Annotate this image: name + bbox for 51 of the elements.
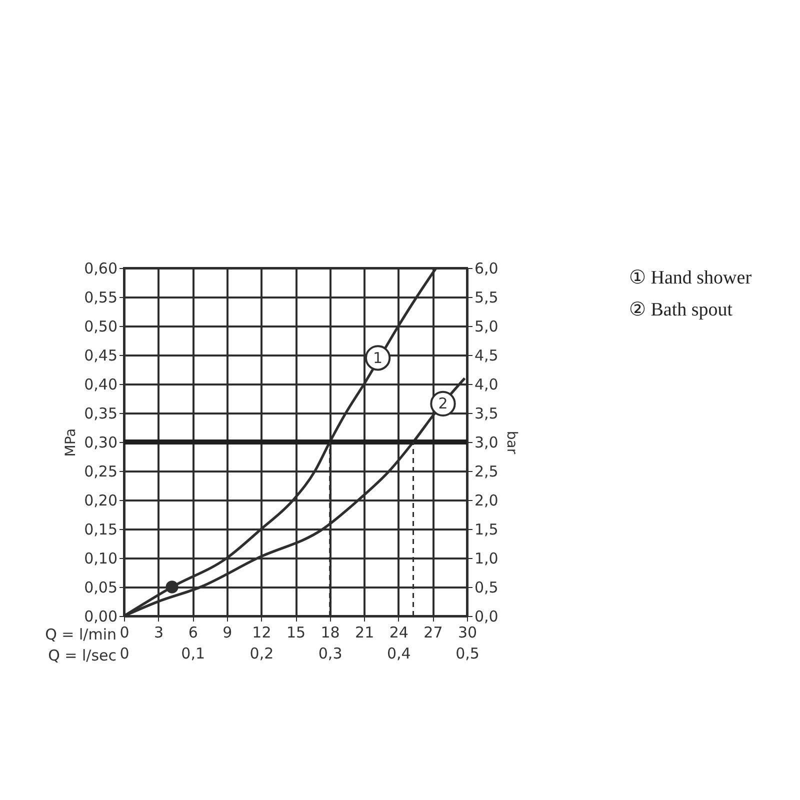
y-tick-label: 0,30	[84, 434, 118, 452]
x-axis-title: Q = l/min	[45, 626, 116, 644]
annotation: 1	[373, 348, 383, 367]
x-tick-label: 24	[389, 624, 408, 642]
x-tick-label: 30	[458, 624, 478, 642]
x-tick-label: 0	[120, 624, 130, 642]
y-tick-label: 0,00	[84, 608, 118, 626]
x2-tick-label: 0	[120, 644, 130, 662]
x-tick-label: 18	[320, 624, 340, 642]
x-tick-label: 15	[286, 624, 306, 642]
y-tick-label: 0,55	[84, 288, 118, 306]
x-tick-label: 27	[424, 624, 443, 642]
x-tick-label: 12	[252, 624, 272, 642]
text: ① Hand shower	[629, 268, 752, 288]
x2-axis-title: Q = l/sec	[48, 646, 116, 664]
y2-tick-label: 1,0	[474, 550, 498, 568]
x-tick-label: 6	[188, 624, 198, 642]
y-tick-label: 0,05	[84, 578, 118, 596]
y2-tick-label: 3,0	[474, 434, 498, 452]
y-tick-label: 0,20	[84, 492, 118, 510]
y2-tick-label: 3,5	[474, 404, 498, 422]
y-tick-label: 0,10	[84, 550, 118, 568]
x-tick-label: 21	[355, 624, 374, 642]
y-tick-label: 0,60	[84, 260, 118, 278]
y-tick-label: 0,50	[84, 318, 118, 336]
y-tick-label: 0,25	[84, 462, 118, 480]
y-tick-label: 0,15	[84, 520, 118, 538]
x2-tick-label: 0,5	[456, 644, 480, 662]
text: ② Bath spout	[629, 300, 734, 320]
y2-tick-label: 2,0	[474, 492, 498, 510]
y-tick-label: 0,35	[84, 404, 118, 422]
y2-tick-label: 4,0	[474, 376, 498, 394]
y2-tick-label: 0,5	[474, 578, 498, 596]
y2-tick-label: 4,5	[474, 346, 498, 364]
x-tick-label: 9	[222, 624, 232, 642]
x2-tick-label: 0,1	[181, 644, 206, 662]
annotation: 2	[438, 394, 448, 413]
y-tick-label: 0,40	[84, 376, 118, 394]
y-axis-title: MPa	[63, 428, 80, 457]
y-tick-label: 0,45	[84, 346, 118, 364]
x2-tick-label: 0,2	[250, 644, 274, 662]
y2-tick-label: 5,5	[474, 288, 498, 306]
y2-tick-label: 0,0	[474, 608, 498, 626]
y2-tick-label: 5,0	[474, 318, 498, 336]
x-tick-label: 3	[154, 624, 164, 642]
y2-axis-title: bar	[503, 430, 520, 454]
x2-tick-label: 0,4	[386, 644, 411, 662]
y2-tick-label: 6,0	[474, 260, 498, 278]
y2-tick-label: 1,5	[474, 520, 498, 538]
y2-tick-label: 2,5	[474, 462, 498, 480]
x2-tick-label: 0,3	[318, 644, 342, 662]
